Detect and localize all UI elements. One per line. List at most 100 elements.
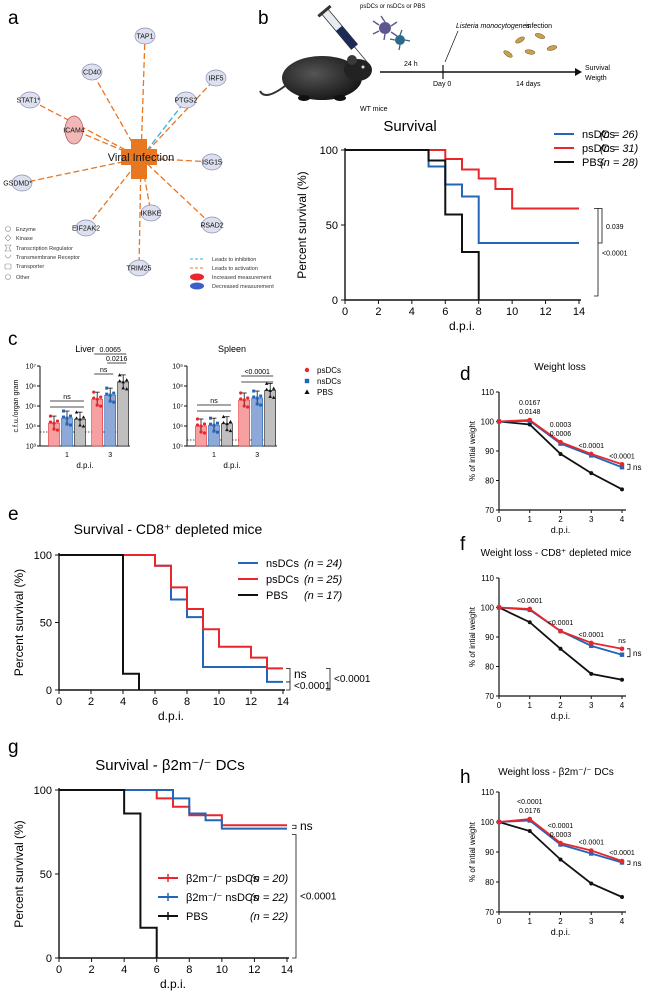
stat-bracket [292,824,297,830]
weight-point-red [588,848,594,853]
x-tick-label: 0 [56,696,62,708]
x-axis-label: d.p.i. [76,461,93,470]
data-point-red [242,404,246,408]
x-tick-label: 8 [186,964,192,976]
weight-point-black [589,671,594,676]
network-node-label: PTGS2 [175,98,198,105]
weight-line-red [498,606,623,650]
mouse-label: WT mice [360,106,388,113]
x-axis-label: d.p.i. [158,709,184,723]
data-point-blue [69,423,72,427]
stat-label: ns [633,859,641,868]
survival-line-red [345,149,579,210]
panel-letter-b: b [258,8,269,29]
network-node-shape [81,63,103,81]
data-point-black [117,379,122,383]
data-point-blue [259,394,263,398]
data-point-black [78,423,82,427]
legend-n: (n = 22) [250,911,289,923]
weight-point-black [558,857,563,862]
data-point-blue [252,395,256,399]
x-axis-label: d.p.i. [160,977,186,991]
legend-label: psDCs [266,574,300,586]
stat-bracket [627,648,631,658]
data-point-red [48,414,53,418]
legend-label: β2m⁻/⁻ nsDCs [186,892,259,904]
x-tick-label: 2 [89,964,95,976]
network-edge [140,35,146,159]
network-node-shape [201,216,223,234]
network-edge [91,71,142,159]
stat-annotation: <0.0001 [579,443,605,450]
data-point-blue [112,391,116,395]
y-tick-label: 100 [481,818,495,827]
panel-h-weight-chart: 0 1 2 3 4 70 80 90 100 110 d.p.i. % of intial weigh… [468,767,641,937]
data-point-blue [209,422,212,426]
transcription-regulator-shape-icon [4,244,12,252]
other-shape-icon [5,274,11,280]
syringe-icon [317,4,368,63]
data-point-red [195,417,200,421]
stat-bracket [326,668,331,691]
x-tick-label: 14 [573,306,585,318]
panel-d-weight-chart: 0 1 2 3 4 70 80 90 100 110 d.p.i. % of intial weigh… [468,362,641,535]
y-axis-label: Percent survival (%) [295,171,309,278]
legend-label: nsDCs [266,558,300,570]
x-tick-label: 0 [497,515,502,524]
network-node-shape [75,219,97,237]
x-tick-label: 10 [506,306,518,318]
data-point-red [48,420,53,424]
bar-black [117,381,129,447]
weight-line-black [498,606,623,681]
legend-activation: Leads to activation [212,266,258,272]
weight-point-black [558,646,563,651]
x-tick-label: 8 [184,696,190,708]
data-point-blue [252,389,256,393]
stat-annotation: 0.0003 [550,832,572,839]
data-point-black [225,421,229,426]
stat-annotation: ns [618,638,626,645]
x-tick-label: 10 [213,696,225,708]
network-node-label: IKBKE [141,211,162,218]
stat-label: ns [300,819,313,833]
data-point-black [124,378,129,382]
y-axis-label: Percent survival (%) [12,569,26,676]
weight-point-black [558,451,563,456]
data-point-red [99,395,103,399]
x-tick-label: 0 [497,917,502,926]
weight-point-black [527,829,532,833]
legend-n: (n = 28) [600,157,639,169]
panel-b-schematic: psDCs or nsDCs or PBS WT mice 24 h Day [259,4,610,113]
chart-title: Weight loss [534,362,586,373]
network-node-label: RSAD2 [200,223,223,230]
network-node-label: ISG15 [202,160,222,167]
legend-inhibition: Leads to inhibition [212,257,256,263]
y-axis-label: % of intial weight [468,821,477,882]
data-point-blue [212,429,216,433]
legend-marker-red [304,367,310,373]
x-tick-label: 2 [558,701,563,710]
y-tick-label: 100 [34,785,52,797]
data-point-red [202,422,207,426]
stat-bracket [594,208,599,297]
y-tick-label: 100 [481,418,495,427]
x-tick-label: 1 [65,452,69,459]
stat-label: ns [294,667,307,681]
x-tick-label: 12 [248,964,260,976]
y-tick-label: 110 [481,788,494,797]
data-point-black [221,414,226,419]
network-edge [29,99,142,159]
x-axis-label: d.p.i. [551,927,571,937]
data-point-red [52,427,56,431]
network-node-shape [205,69,227,87]
y-tick-label: 0 [332,295,338,307]
data-point-black [74,416,79,420]
x-tick-label: 4 [620,515,625,524]
transporter-shape-icon [4,263,12,270]
y-tick-label: 100 [481,604,495,613]
data-point-black [121,380,125,384]
x-tick-label: 0 [342,306,348,318]
day0-label: Day 0 [433,81,451,88]
panel-f-weight-chart: 0 1 2 3 4 70 80 90 100 110 d.p.i. % of intial weigh… [468,548,641,721]
